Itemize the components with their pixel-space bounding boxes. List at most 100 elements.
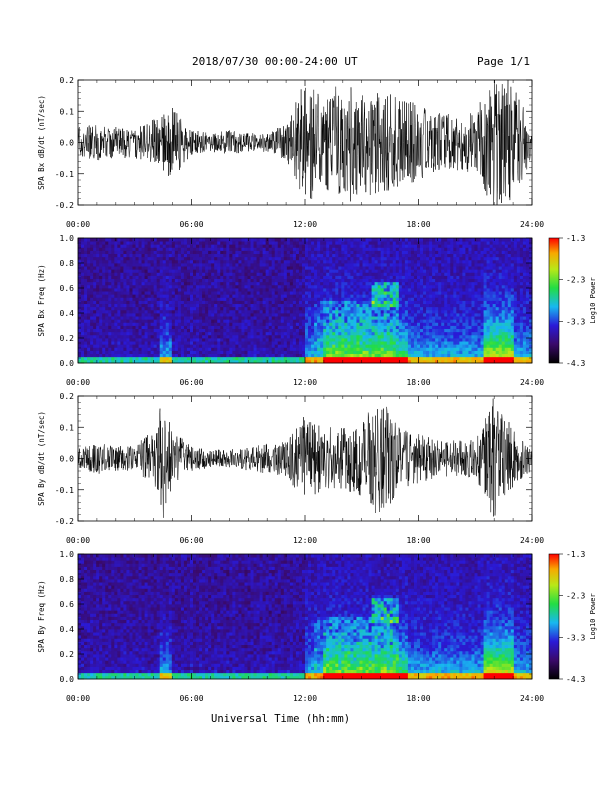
spectrogram-cell: [292, 247, 297, 251]
spectrogram-cell: [271, 291, 276, 295]
spectrogram-cell: [120, 341, 124, 345]
spectrogram-cell: [235, 238, 239, 242]
spectrogram-cell: [189, 309, 194, 314]
spectrogram-cell: [429, 284, 433, 289]
spectrogram-cell: [362, 338, 366, 342]
spectrogram-cell: [159, 297, 164, 301]
spectrogram-cell: [283, 309, 288, 314]
spectrogram-cell: [274, 300, 279, 305]
spectrogram-cell: [410, 300, 415, 305]
spectrogram-cell: [180, 316, 185, 320]
spectrogram-cell: [350, 331, 354, 336]
spectrogram-cell: [262, 238, 267, 242]
spectrogram-cell: [423, 350, 427, 355]
spectrogram-cell: [265, 344, 270, 348]
spectrogram-cell: [256, 319, 260, 323]
spectrogram-cell: [332, 338, 336, 342]
spectrogram-cell: [126, 256, 130, 261]
spectrogram-cell: [214, 319, 218, 323]
spectrogram-cell: [371, 359, 376, 364]
spectrogram-cell: [329, 263, 333, 267]
spectrogram-cell: [208, 281, 212, 286]
spectrogram-cell: [132, 328, 136, 333]
spectrogram-cell: [295, 309, 300, 314]
spectrogram-cell: [320, 344, 324, 348]
spectrogram-cell: [120, 316, 124, 320]
spectrogram-cell: [117, 306, 121, 311]
spectrogram-cell: [280, 266, 285, 270]
spectrogram-cell: [392, 334, 397, 339]
spectrogram-cell: [295, 325, 300, 330]
spectrogram-cell: [174, 272, 179, 276]
spectrogram-cell: [214, 309, 218, 314]
spectrogram-cell: [404, 259, 409, 264]
spectrogram-cell: [205, 288, 209, 292]
spectrogram-cell: [123, 359, 127, 364]
spectrogram-cell: [320, 266, 324, 270]
spectrogram-cell: [211, 316, 215, 320]
spectrogram-cell: [350, 359, 354, 364]
spectrogram-cell: [111, 259, 115, 264]
spectrogram-cell: [217, 306, 221, 311]
spectrogram-cell: [441, 322, 445, 326]
spectrogram-cell: [162, 353, 167, 358]
spectrogram-cell: [123, 309, 127, 314]
spectrogram-cell: [211, 250, 215, 255]
spectrogram-cell: [413, 341, 418, 345]
spectrogram-cell: [129, 294, 133, 298]
spectrogram-cell: [256, 259, 260, 264]
spectrogram-cell: [208, 303, 212, 308]
spectrogram-cell: [353, 359, 357, 364]
spectrogram-cell: [211, 244, 215, 248]
spectrogram-cell: [186, 238, 191, 242]
spectrogram-cell: [314, 284, 318, 289]
spectrogram-cell: [84, 272, 88, 276]
spectrogram-cell: [138, 247, 142, 251]
spectrogram-cell: [223, 341, 227, 345]
spectrogram-cell: [362, 322, 366, 326]
spectrogram-cell: [253, 253, 257, 258]
spectrogram-cell: [338, 269, 342, 273]
spectrogram-cell: [314, 353, 318, 358]
spectrogram-cell: [217, 347, 221, 351]
spectrogram-cell: [162, 319, 167, 323]
spectrogram-cell: [383, 250, 388, 255]
spectrogram-cell: [138, 269, 142, 273]
spectrogram-cell: [420, 350, 424, 355]
spectrogram-cell: [159, 256, 164, 261]
spectrogram-cell: [202, 356, 206, 361]
spectrogram-cell: [241, 328, 245, 333]
spectrogram-cell: [196, 256, 200, 261]
spectrogram-cell: [211, 275, 215, 280]
spectrogram-cell: [123, 322, 127, 326]
spectrogram-cell: [380, 253, 385, 258]
spectrogram-cell: [171, 309, 176, 314]
spectrogram-cell: [374, 281, 379, 286]
spectrogram-cell: [295, 322, 300, 326]
spectrogram-cell: [295, 353, 300, 358]
spectrogram-cell: [407, 356, 412, 361]
spectrogram-cell: [123, 278, 127, 283]
spectrogram-cell: [323, 297, 327, 301]
spectrogram-cell: [423, 291, 427, 295]
spectrogram-cell: [441, 347, 445, 351]
spectrogram-cell: [301, 338, 306, 342]
spectrogram-cell: [162, 272, 167, 276]
spectrogram-cell: [323, 238, 327, 242]
spectrogram-cell: [377, 359, 382, 364]
spectrogram-cell: [298, 319, 303, 323]
spectrogram-cell: [398, 291, 403, 295]
spectrogram-cell: [426, 347, 430, 351]
spectrogram-cell: [150, 297, 155, 301]
spectrogram-cell: [147, 353, 152, 358]
spectrogram-cell: [141, 281, 145, 286]
spectrogram-cell: [108, 306, 112, 311]
spectrogram-cell: [389, 338, 394, 342]
spectrogram-cell: [132, 247, 136, 251]
spectrogram-cell: [96, 291, 100, 295]
spectrogram-cell: [186, 300, 191, 305]
spectrogram-cell: [189, 350, 194, 355]
spectrogram-cell: [420, 244, 424, 248]
spectrogram-cell: [226, 350, 230, 355]
spectrogram-cell: [259, 347, 264, 351]
